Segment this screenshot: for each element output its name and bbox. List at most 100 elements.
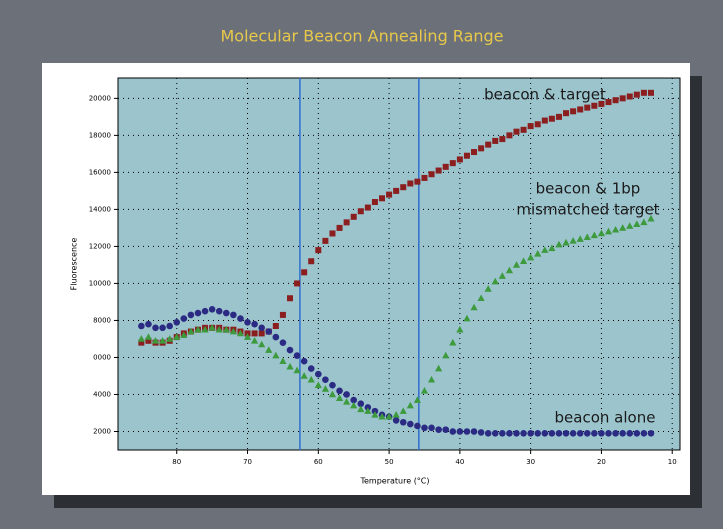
point <box>407 420 414 428</box>
point <box>194 325 202 333</box>
point <box>513 128 520 135</box>
point <box>265 328 273 335</box>
point <box>420 386 429 394</box>
point <box>428 424 435 432</box>
annotation: mismatched target <box>516 201 659 219</box>
point <box>449 338 457 346</box>
point <box>230 311 237 319</box>
point <box>399 418 407 426</box>
annotation: beacon alone <box>555 409 656 427</box>
point <box>364 204 371 211</box>
point <box>499 136 506 143</box>
point <box>272 351 280 359</box>
point <box>611 225 620 233</box>
point <box>449 428 457 435</box>
point <box>279 357 287 364</box>
point <box>300 372 308 379</box>
point <box>555 240 563 248</box>
x-tick-label: 50 <box>385 458 394 466</box>
point <box>307 365 315 372</box>
point <box>463 428 471 435</box>
point <box>576 235 584 242</box>
point <box>633 220 641 228</box>
point <box>435 426 442 433</box>
point <box>527 253 535 261</box>
point <box>492 137 499 144</box>
point <box>371 411 379 418</box>
chart-title: Molecular Beacon Annealing Range <box>220 27 503 46</box>
point <box>300 357 308 365</box>
point <box>145 337 152 344</box>
point <box>357 208 364 215</box>
point <box>400 184 407 191</box>
point <box>350 401 358 409</box>
point <box>279 339 287 346</box>
y-tick-label: 0000 <box>93 353 111 361</box>
point <box>386 191 393 198</box>
point <box>512 261 521 268</box>
point <box>478 145 485 152</box>
point <box>498 272 506 279</box>
point <box>591 102 598 109</box>
point <box>435 364 443 372</box>
point <box>541 430 549 437</box>
point <box>406 401 414 409</box>
point <box>371 199 378 205</box>
x-tick-label: 80 <box>172 458 181 466</box>
point <box>166 335 174 342</box>
point <box>301 269 308 276</box>
point <box>243 333 252 340</box>
y-tick-label: 4000 <box>93 390 111 398</box>
point <box>456 325 464 333</box>
point <box>336 224 343 231</box>
point <box>477 294 485 302</box>
point <box>491 277 499 285</box>
point <box>294 280 301 287</box>
point <box>258 324 265 332</box>
y-tick-label: 8000 <box>93 316 111 324</box>
point <box>604 227 613 235</box>
point <box>364 407 372 414</box>
point <box>229 327 237 335</box>
point <box>619 95 626 102</box>
point <box>414 178 421 185</box>
point <box>563 110 570 117</box>
point <box>329 381 336 389</box>
point <box>343 391 350 398</box>
point <box>633 91 640 98</box>
point <box>272 323 279 329</box>
point <box>328 390 337 398</box>
annotation: beacon & target <box>484 86 606 104</box>
point <box>393 187 400 194</box>
point <box>491 430 499 437</box>
point <box>584 104 591 111</box>
point <box>293 352 301 359</box>
point <box>506 430 513 437</box>
x-tick-label: 70 <box>243 458 252 466</box>
point <box>329 230 336 237</box>
plot-layer: 2000 4000 0000 8000 10000 12000 14000 16000 1800… <box>89 78 680 466</box>
point <box>471 149 478 156</box>
y-tick-label: 16000 <box>89 168 111 176</box>
y-axis-label: Fluorescence <box>70 238 79 291</box>
point <box>442 426 450 433</box>
point <box>173 333 181 340</box>
point <box>357 400 365 408</box>
point <box>640 89 647 96</box>
point <box>244 318 251 326</box>
point <box>534 121 541 128</box>
point <box>562 430 570 437</box>
point <box>597 229 606 237</box>
point <box>577 106 584 113</box>
point <box>251 330 258 337</box>
point <box>619 430 626 437</box>
point <box>173 318 181 326</box>
point <box>335 394 344 401</box>
point <box>449 160 456 167</box>
point <box>435 167 442 174</box>
point <box>485 141 492 148</box>
point <box>201 307 209 315</box>
point <box>307 375 315 383</box>
point <box>612 430 619 437</box>
point <box>236 329 245 337</box>
